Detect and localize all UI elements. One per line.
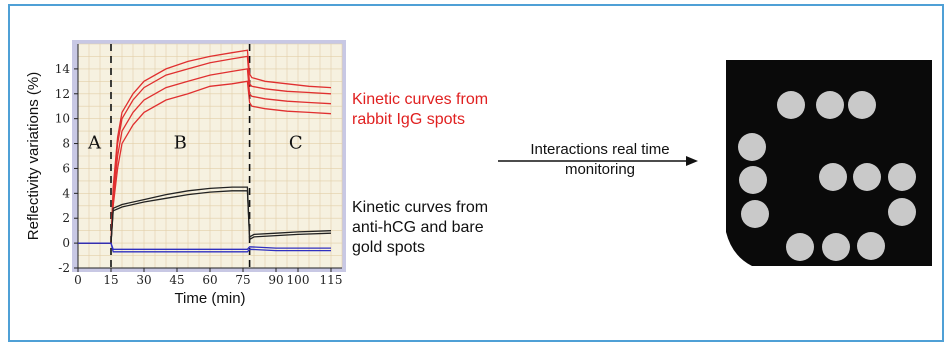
spr-spot-image bbox=[726, 60, 932, 266]
series-line bbox=[78, 190, 332, 244]
y-tick-label: 0 bbox=[62, 236, 70, 250]
arrow-label-line: Interactions real time bbox=[530, 141, 670, 158]
kinetic-chart: -2 0 2 4 6 8 10 12 14 0 15 30 45 60 75 90 100 115 Time (mi… bbox=[25, 40, 346, 307]
antibody-spot bbox=[741, 200, 769, 228]
phase-label: B bbox=[174, 133, 187, 154]
antibody-spot bbox=[888, 163, 916, 191]
spot-image-corner-edge bbox=[726, 232, 752, 266]
antibody-spot bbox=[822, 233, 850, 261]
antibody-spot bbox=[738, 133, 766, 161]
phase-label: A bbox=[87, 133, 102, 154]
x-tick-label: 15 bbox=[103, 273, 118, 287]
x-tick-label: 75 bbox=[235, 273, 250, 287]
annotation-line: gold spots bbox=[352, 239, 425, 256]
series-line bbox=[78, 242, 331, 253]
y-tick-label: 10 bbox=[55, 112, 70, 126]
y-tick-label: 2 bbox=[62, 211, 70, 225]
y-tick-label: 12 bbox=[55, 87, 70, 101]
x-tick-label: 30 bbox=[136, 273, 151, 287]
x-tick-label: 100 bbox=[287, 273, 310, 287]
y-axis-label: Reflectivity variations (%) bbox=[25, 72, 42, 240]
antibody-spot bbox=[786, 233, 814, 261]
antibody-spot bbox=[848, 91, 876, 119]
annotation-line: rabbit IgG spots bbox=[352, 111, 465, 128]
x-tick-label: 45 bbox=[169, 273, 184, 287]
x-tick-label: 115 bbox=[320, 273, 343, 287]
antibody-spot bbox=[739, 166, 767, 194]
antibody-spot bbox=[816, 91, 844, 119]
antibody-spot bbox=[857, 232, 885, 260]
antibody-spot bbox=[888, 198, 916, 226]
antibody-spot bbox=[777, 91, 805, 119]
y-tick-label: 8 bbox=[62, 137, 70, 151]
antibody-spot bbox=[819, 163, 847, 191]
series-line bbox=[78, 49, 332, 244]
annotation-line: Kinetic curves from bbox=[352, 199, 489, 216]
x-tick-label: 90 bbox=[268, 273, 283, 287]
arrow-label: Interactions real time monitoring bbox=[500, 140, 700, 180]
annotation-anti-hcg: Kinetic curves from anti-hCG and bare go… bbox=[352, 198, 488, 258]
phase-label: C bbox=[289, 133, 303, 154]
arrow-label-line: monitoring bbox=[564, 161, 636, 178]
x-tick-label: 60 bbox=[202, 273, 217, 287]
annotation-rabbit-igg: Kinetic curves from rabbit IgG spots bbox=[352, 90, 488, 130]
arrow-head bbox=[686, 156, 698, 166]
annotation-line: Kinetic curves from bbox=[352, 91, 489, 108]
y-tick-label: 14 bbox=[55, 62, 71, 76]
annotation-line: anti-hCG and bare bbox=[352, 219, 484, 236]
y-tick-label: -2 bbox=[58, 261, 70, 275]
y-tick-label: 6 bbox=[62, 161, 70, 175]
antibody-spot bbox=[853, 163, 881, 191]
interaction-arrow bbox=[498, 156, 698, 166]
x-axis-label: Time (min) bbox=[174, 290, 245, 307]
x-tick-label: 0 bbox=[74, 273, 82, 287]
y-tick-label: 4 bbox=[62, 186, 70, 200]
